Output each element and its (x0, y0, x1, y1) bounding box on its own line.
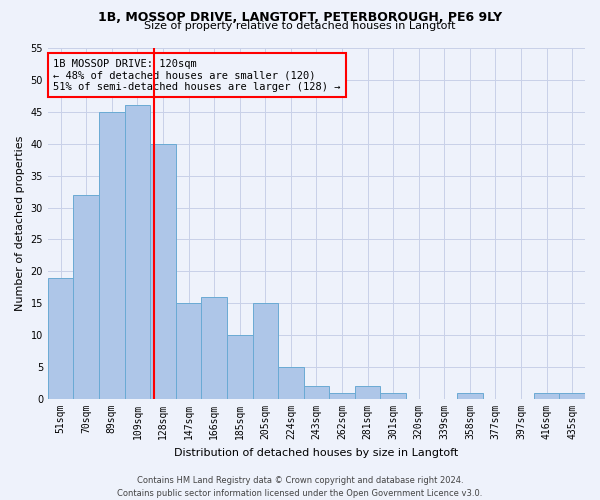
Bar (355, 386, 380, 399)
Text: 1B, MOSSOP DRIVE, LANGTOFT, PETERBOROUGH, PE6 9LY: 1B, MOSSOP DRIVE, LANGTOFT, PETERBOROUGH… (98, 11, 502, 24)
Y-axis label: Number of detached properties: Number of detached properties (15, 136, 25, 311)
X-axis label: Distribution of detached houses by size in Langtoft: Distribution of detached houses by size … (175, 448, 458, 458)
Bar (278, 367, 304, 399)
Text: Contains HM Land Registry data © Crown copyright and database right 2024.
Contai: Contains HM Land Registry data © Crown c… (118, 476, 482, 498)
Bar (73, 195, 99, 399)
Bar (380, 392, 406, 399)
Bar (125, 106, 150, 399)
Bar (227, 335, 253, 399)
Bar (559, 392, 585, 399)
Bar (99, 112, 125, 399)
Bar (253, 304, 278, 399)
Bar (534, 392, 559, 399)
Bar (202, 297, 227, 399)
Bar (457, 392, 482, 399)
Text: 1B MOSSOP DRIVE: 120sqm
← 48% of detached houses are smaller (120)
51% of semi-d: 1B MOSSOP DRIVE: 120sqm ← 48% of detache… (53, 58, 341, 92)
Bar (176, 304, 202, 399)
Bar (150, 144, 176, 399)
Bar (48, 278, 73, 399)
Bar (329, 392, 355, 399)
Text: Size of property relative to detached houses in Langtoft: Size of property relative to detached ho… (144, 21, 456, 31)
Bar (304, 386, 329, 399)
